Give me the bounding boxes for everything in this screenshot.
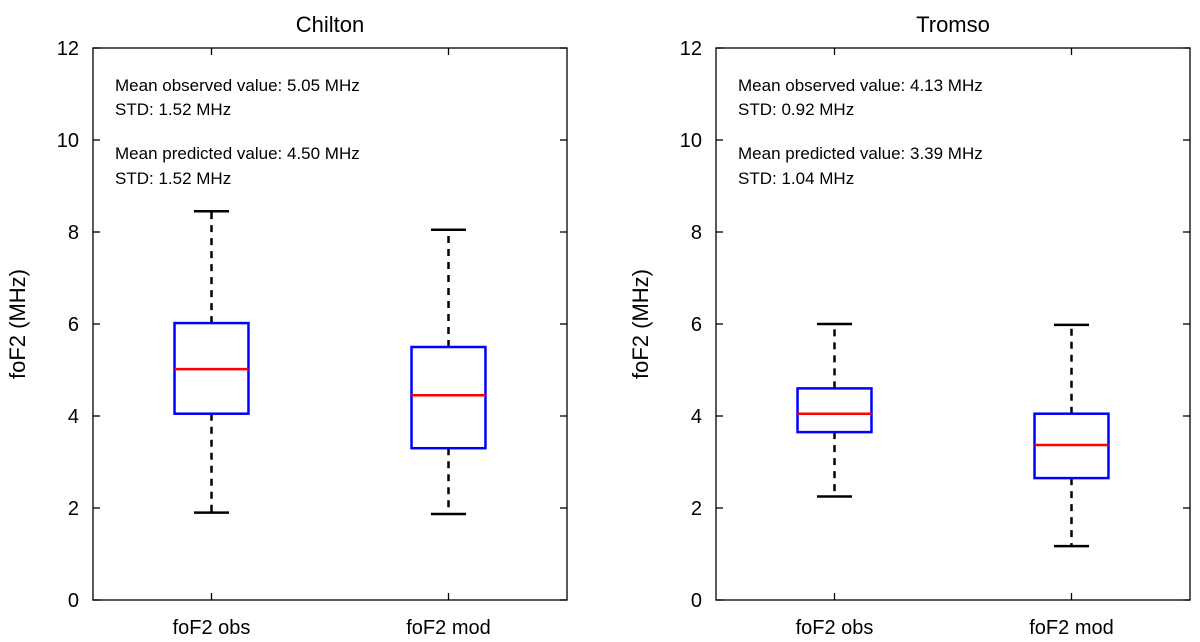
y-axis-label: foF2 (MHz) <box>5 269 30 379</box>
chart-title: Chilton <box>296 12 364 37</box>
stat-annotation: Mean observed value: 5.05 MHz <box>115 76 360 95</box>
x-category-label: foF2 obs <box>796 617 874 639</box>
y-tick-label: 4 <box>691 406 702 428</box>
stat-annotation: Mean observed value: 4.13 MHz <box>738 76 983 95</box>
box-2 <box>1033 323 1110 548</box>
y-tick-label: 0 <box>691 590 702 612</box>
y-axis-label: foF2 (MHz) <box>628 269 653 379</box>
y-tick-label: 8 <box>68 222 79 244</box>
y-tick-label: 12 <box>680 38 702 60</box>
y-tick-label: 2 <box>691 498 702 520</box>
axes-frame <box>92 47 568 601</box>
box-1 <box>173 210 250 514</box>
stat-annotation: STD: 1.52 MHz <box>115 100 231 119</box>
y-tick-label: 2 <box>68 498 79 520</box>
chart-panel-2: Tromso 0 2 4 6 8 10 12 foF2 (MHz) foF2 obs foF2 mo… <box>628 12 1191 639</box>
box-2 <box>410 228 487 516</box>
stat-annotation: STD: 1.52 MHz <box>115 169 231 188</box>
y-tick-label: 10 <box>57 130 79 152</box>
y-tick-label: 6 <box>691 314 702 336</box>
y-tick-label: 10 <box>680 130 702 152</box>
y-tick-label: 8 <box>691 222 702 244</box>
y-tick-label: 0 <box>68 590 79 612</box>
chart-title: Tromso <box>916 12 990 37</box>
box-1 <box>796 322 873 498</box>
stat-annotation: STD: 1.04 MHz <box>738 169 854 188</box>
axes-frame <box>715 47 1191 601</box>
iqr-box <box>410 345 487 450</box>
y-tick-label: 4 <box>68 406 79 428</box>
x-category-label: foF2 mod <box>406 617 490 639</box>
stat-annotation: Mean predicted value: 4.50 MHz <box>115 144 360 163</box>
stat-annotation: STD: 0.92 MHz <box>738 100 854 119</box>
stat-annotation: Mean predicted value: 3.39 MHz <box>738 144 983 163</box>
chart-panel-1: Chilton 0 2 4 6 8 10 12 foF2 (MHz) foF2 obs foF2 m… <box>5 12 568 639</box>
x-category-label: foF2 mod <box>1029 617 1113 639</box>
y-tick-label: 6 <box>68 314 79 336</box>
x-category-label: foF2 obs <box>173 617 251 639</box>
y-tick-label: 12 <box>57 38 79 60</box>
iqr-box <box>796 387 873 434</box>
